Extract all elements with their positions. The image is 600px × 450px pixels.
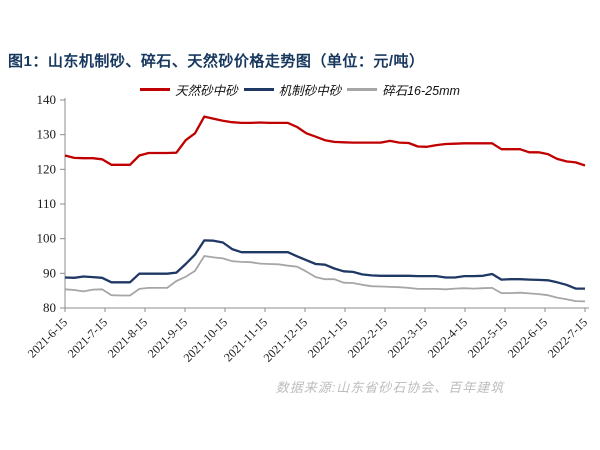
legend-line-gravel-icon	[347, 88, 378, 91]
y-tick-label: 140	[37, 92, 57, 107]
legend-label-gravel: 碎石16-25mm	[382, 84, 460, 98]
chart-title: 图1：山东机制砂、碎石、天然砂价格走势图（单位：元/吨）	[8, 53, 425, 70]
y-tick-label: 80	[43, 300, 56, 315]
legend-label-machine-sand: 机制砂中砂	[278, 84, 342, 98]
x-tick-label: 2021-8-15	[105, 315, 150, 360]
series-line-2	[64, 255, 586, 303]
data-source-note: 数据来源:山东省砂石协会、百年建筑	[275, 380, 505, 395]
y-tick-label: 120	[37, 161, 57, 176]
y-tick-label: 130	[37, 127, 57, 142]
legend-item-gravel: 碎石16-25mm	[347, 80, 460, 99]
x-tick-label: 2022-7-15	[545, 315, 590, 360]
x-tick-label: 2022-3-15	[385, 315, 430, 360]
x-tick-label: 2022-4-15	[425, 315, 470, 360]
x-tick-label: 2021-6-15	[25, 315, 70, 360]
legend-label-natural-sand: 天然砂中砂	[175, 84, 238, 98]
x-tick-label: 2021-7-15	[65, 315, 110, 360]
x-tick-label: 2021-12-15	[261, 315, 310, 364]
x-tick-label: 2022-6-15	[505, 315, 550, 360]
y-tick-label: 90	[43, 265, 56, 280]
y-tick-label: 100	[37, 231, 57, 246]
legend-item-natural-sand: 天然砂中砂	[140, 80, 238, 99]
legend-line-natural-sand-icon	[140, 88, 171, 91]
legend: 天然砂中砂 机制砂中砂 碎石16-25mm	[0, 80, 600, 99]
x-tick-label: 2022-1-15	[305, 315, 350, 360]
x-tick-label: 2022-5-15	[465, 315, 510, 360]
y-tick-label: 110	[37, 196, 56, 211]
series-line-0	[64, 115, 586, 167]
legend-line-machine-sand-icon	[243, 88, 274, 91]
x-tick-label: 2022-2-15	[345, 315, 390, 360]
legend-item-machine-sand: 机制砂中砂	[243, 80, 342, 99]
series-line-1	[64, 239, 585, 290]
